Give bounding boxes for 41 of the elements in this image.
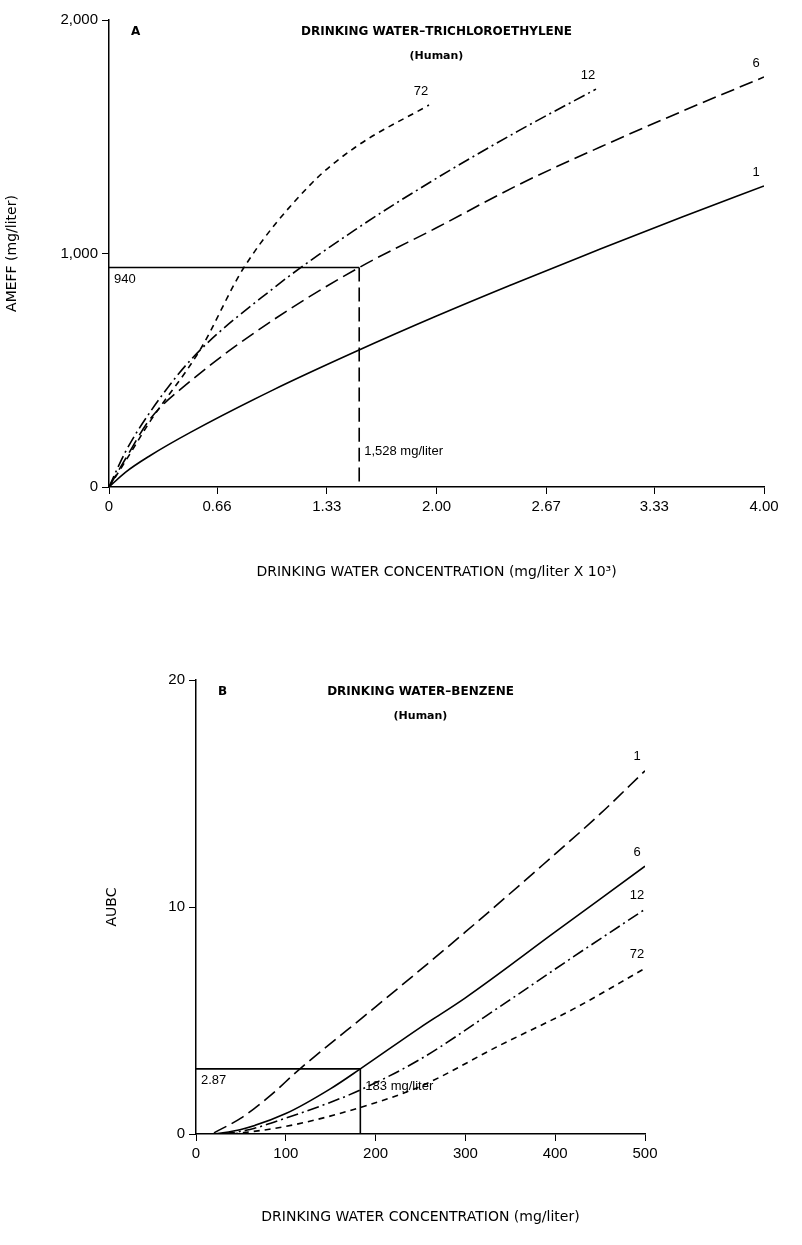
annotation: A	[131, 24, 141, 39]
x-tick-label: 4.00	[749, 497, 779, 515]
x-tick-label: 2.00	[421, 497, 452, 515]
series-label: 6	[752, 54, 760, 70]
x-tick-label: 0.66	[202, 497, 232, 515]
x-tick-label: 400	[542, 1144, 568, 1162]
annotation: 2.87	[201, 1071, 227, 1087]
x-tick-label: 3.33	[639, 497, 669, 515]
y-axis-title: AMEFF (mg/liter)	[3, 195, 20, 312]
annotation: 183 mg/liter	[365, 1078, 434, 1094]
y-tick-label: 20	[168, 670, 185, 688]
x-tick-label: 0	[191, 1144, 201, 1162]
y-tick-label: 1,000	[60, 243, 98, 261]
y-axis-title: AUBC	[103, 887, 120, 927]
x-axis-title: DRINKING WATER CONCENTRATION (mg/liter)	[261, 1208, 580, 1225]
series-label: 72	[629, 945, 645, 961]
text: DRINKING WATER–BENZENE	[327, 684, 514, 699]
x-tick-label: 300	[452, 1144, 478, 1162]
x-tick-label: 2.67	[531, 497, 561, 515]
annotation: B	[218, 684, 228, 699]
y-tick-label: 0	[176, 1124, 185, 1142]
series-label: 1	[752, 163, 760, 179]
text: (Human)	[393, 708, 448, 722]
x-tick-label: 0	[104, 497, 114, 515]
y-tick-label: 2,000	[60, 10, 98, 28]
series-label: 12	[580, 66, 596, 82]
x-tick-label: 500	[632, 1144, 658, 1162]
x-axis-title: DRINKING WATER CONCENTRATION (mg/liter X 10³)	[256, 563, 617, 580]
annotation: 1,528 mg/liter	[364, 443, 444, 459]
x-tick-label: 200	[363, 1144, 389, 1162]
series-label: 72	[413, 82, 429, 98]
series-label: 6	[633, 843, 641, 859]
text: (Human)	[409, 48, 464, 62]
annotation: 940	[114, 270, 136, 286]
series-label: 1	[633, 748, 641, 764]
x-tick-label: 1.33	[312, 497, 342, 515]
text: DRINKING WATER–TRICHLOROETHYLENE	[300, 24, 573, 39]
y-tick-label: 10	[168, 897, 185, 915]
x-tick-label: 100	[273, 1144, 299, 1162]
y-tick-label: 0	[89, 477, 98, 495]
series-label: 12	[629, 886, 645, 902]
